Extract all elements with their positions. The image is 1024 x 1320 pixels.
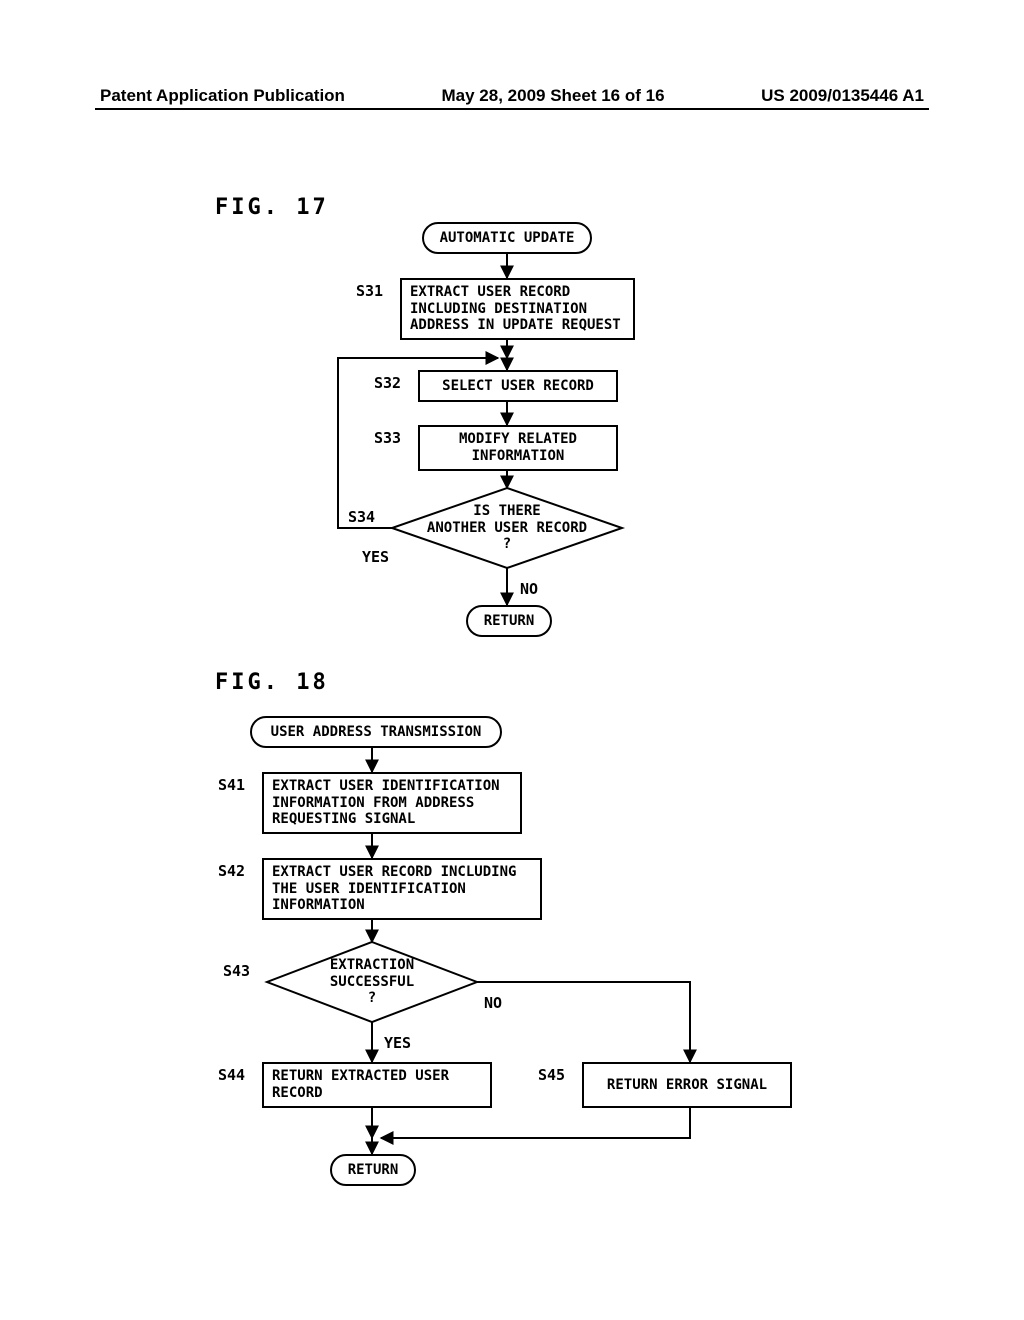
fig18-s42: EXTRACT USER RECORD INCLUDINGTHE USER ID…	[262, 858, 542, 920]
fig18-branch-no: NO	[484, 994, 502, 1012]
fig17-step-s34: S34	[348, 508, 375, 526]
fig18-step-s41: S41	[218, 776, 245, 794]
fig18-step-s45: S45	[538, 1066, 565, 1084]
fig18-s44: RETURN EXTRACTED USERRECORD	[262, 1062, 492, 1108]
fig17-s31: EXTRACT USER RECORDINCLUDING DESTINATION…	[400, 278, 635, 340]
fig18-edge-6	[381, 1108, 690, 1138]
fig18-s45: RETURN ERROR SIGNAL	[582, 1062, 792, 1108]
fig18-step-s44: S44	[218, 1066, 245, 1084]
fig18-return: RETURN	[330, 1154, 416, 1186]
fig18-start: USER ADDRESS TRANSMISSION	[250, 716, 502, 748]
fig17-branch-no: NO	[520, 580, 538, 598]
fig17-s34	[392, 488, 622, 568]
fig18-edge-4	[477, 982, 690, 1062]
fig18-s41: EXTRACT USER IDENTIFICATIONINFORMATION F…	[262, 772, 522, 834]
fig17-step-s32: S32	[374, 374, 401, 392]
fig17-step-s33: S33	[374, 429, 401, 447]
fig18-branch-yes: YES	[384, 1034, 411, 1052]
fig17-return: RETURN	[466, 605, 552, 637]
connector-layer	[0, 0, 1024, 1320]
fig18-step-s43: S43	[223, 962, 250, 980]
fig18-s43	[267, 942, 477, 1022]
page: Patent Application Publication May 28, 2…	[0, 0, 1024, 1320]
fig17-step-s31: S31	[356, 282, 383, 300]
fig18-step-s42: S42	[218, 862, 245, 880]
fig17-s32: SELECT USER RECORD	[418, 370, 618, 402]
fig17-branch-yes: YES	[362, 548, 389, 566]
fig17-start: AUTOMATIC UPDATE	[422, 222, 592, 254]
fig17-s33: MODIFY RELATEDINFORMATION	[418, 425, 618, 471]
